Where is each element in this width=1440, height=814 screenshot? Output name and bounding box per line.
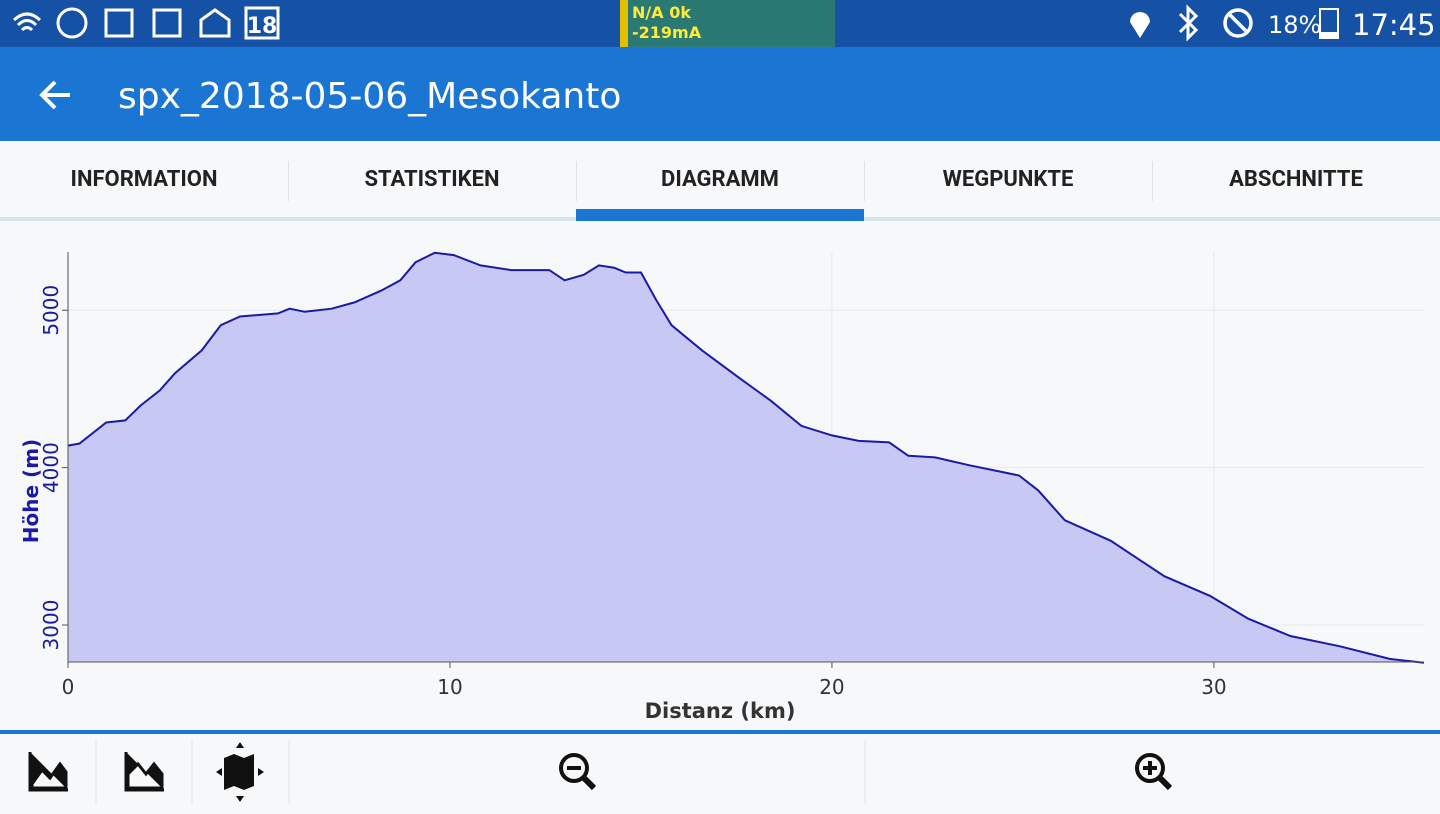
- tab-bar: INFORMATION STATISTIKEN DIAGRAMM WEGPUNKTE A…: [0, 141, 1440, 221]
- zoom-out-button[interactable]: [559, 753, 597, 791]
- calendar-icon: [244, 6, 280, 40]
- y-tick-label: 4000: [39, 442, 63, 493]
- chart: 0 10 20 30 3000 4000 5000 Höhe (m) Distanz (km): [19, 251, 1425, 723]
- monitor-bar: [620, 0, 628, 66]
- app-title: spx_2018-05-06_Mesokanto: [118, 76, 621, 117]
- x-tick-label: 30: [1201, 675, 1226, 699]
- x-tick-label: 20: [819, 675, 844, 699]
- chart-icon[interactable]: [28, 752, 68, 792]
- location-icon: [1130, 12, 1150, 38]
- battery-percent: 18%: [1268, 11, 1321, 39]
- status-icons: 18 N/A 0k -219mA system_server 18% 17:45: [12, 0, 1436, 66]
- monitor-text: -219mA: [632, 23, 702, 42]
- app-bar: spx_2018-05-06_Mesokanto: [0, 47, 1440, 141]
- battery-icon: [1319, 8, 1339, 39]
- app-bar-content: spx_2018-05-06_Mesokanto: [39, 76, 621, 117]
- tab[interactable]: WEGPUNKTE: [864, 141, 1152, 217]
- tab[interactable]: DIAGRAMM: [576, 141, 864, 221]
- dnd-slash: [1227, 12, 1249, 34]
- x-tick-label: 0: [62, 675, 75, 699]
- y-axis-title: Höhe (m): [19, 439, 43, 543]
- tab[interactable]: INFORMATION: [70, 166, 218, 192]
- wifi-icon: [12, 12, 42, 32]
- battery-level: [1321, 32, 1337, 37]
- bottom-toolbar: [0, 730, 1440, 810]
- tab[interactable]: ABSCHNITTE: [1152, 141, 1440, 217]
- zoom-in-button[interactable]: [1135, 753, 1173, 791]
- chart-settings-button[interactable]: [28, 752, 68, 792]
- x-tick-label: 10: [437, 675, 462, 699]
- chart-type-button[interactable]: [124, 752, 164, 792]
- dnd-icon: [1223, 8, 1253, 38]
- clock: 17:45: [1352, 8, 1436, 42]
- zoom-in-handle[interactable]: [1157, 775, 1173, 791]
- tab[interactable]: STATISTIKEN: [288, 141, 576, 217]
- monitor-text: N/A 0k: [632, 3, 691, 22]
- zoom-out-handle[interactable]: [581, 775, 597, 791]
- chart-icon[interactable]: [124, 752, 164, 792]
- calendar-day: 18: [247, 14, 278, 39]
- y-tick-label: 3000: [39, 600, 63, 651]
- qr-icon: [104, 8, 134, 38]
- map-button[interactable]: [216, 742, 264, 802]
- y-tick-label: 5000: [39, 285, 63, 336]
- back-arrow[interactable]: [39, 80, 70, 110]
- bluetooth-icon: [1178, 4, 1199, 42]
- gallery-icon: [152, 8, 182, 38]
- toolbar-icons: [28, 740, 1173, 804]
- zoom-in-icon[interactable]: [1135, 753, 1165, 783]
- map-icon[interactable]: [224, 754, 254, 790]
- area-fill: [68, 252, 1424, 663]
- elevation-line: [67, 251, 1425, 664]
- x-axis-title: Distanz (km): [645, 699, 796, 723]
- back-button[interactable]: [39, 80, 70, 110]
- mail-icon: [199, 8, 231, 38]
- zoom-out-icon[interactable]: [559, 753, 589, 783]
- whatsapp-icon: [56, 7, 88, 39]
- status-bar: 18 N/A 0k -219mA system_server 18% 17:45: [0, 0, 1440, 66]
